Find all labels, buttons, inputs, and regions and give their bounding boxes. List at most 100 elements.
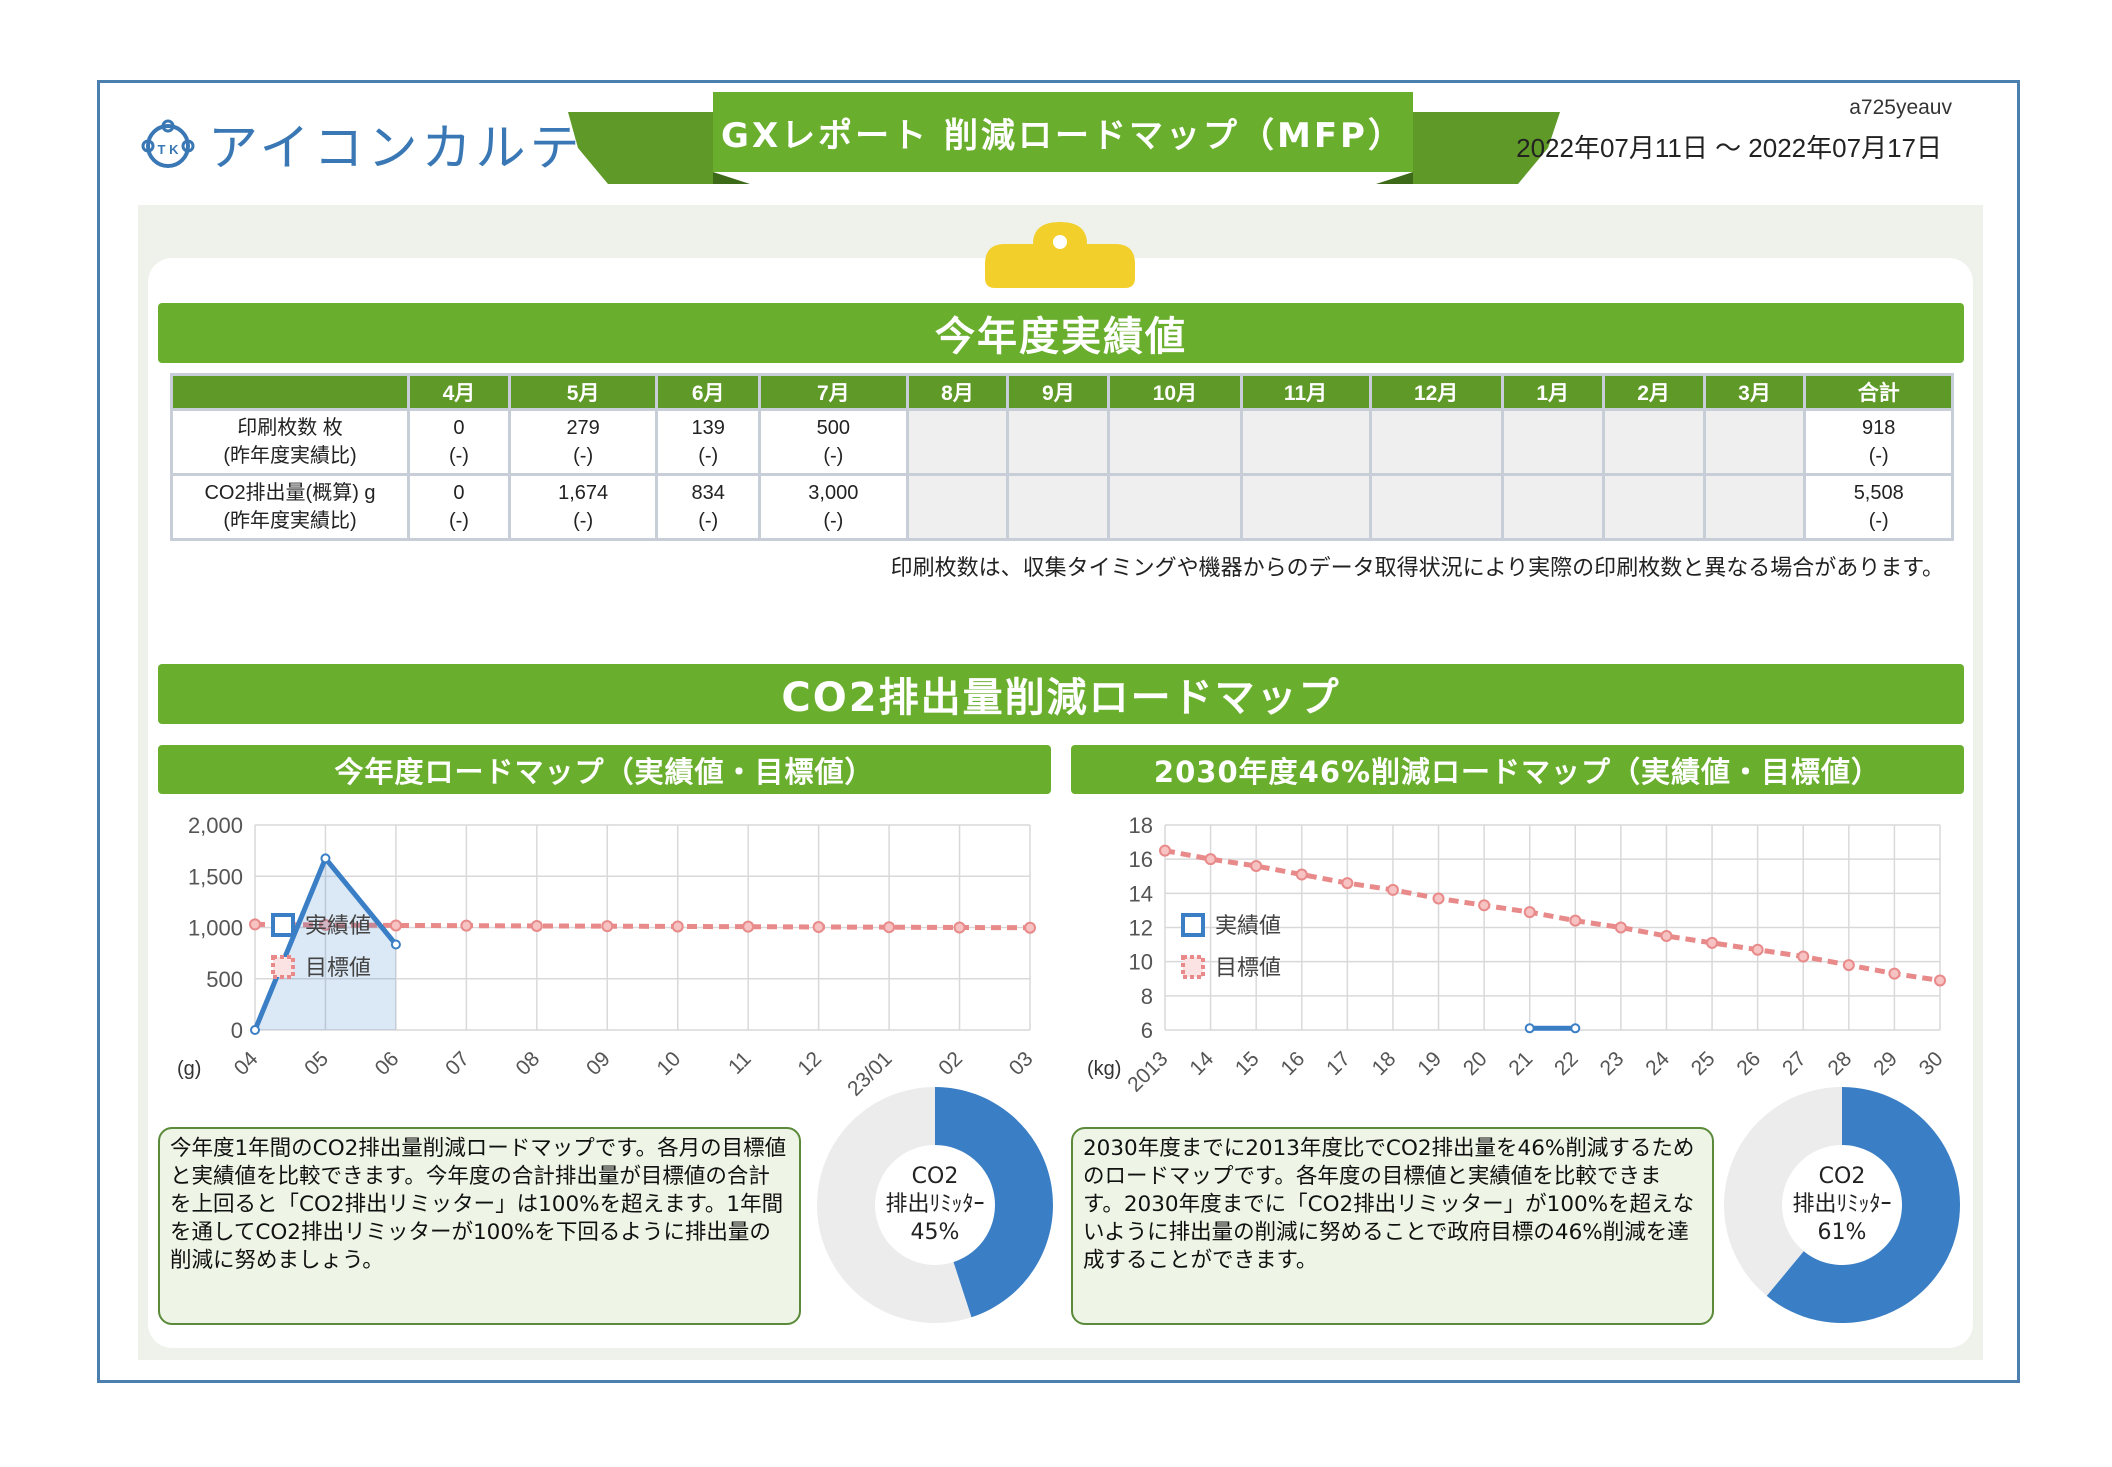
cell-value: 0 <box>453 417 465 439</box>
total-header: 合計 <box>1803 373 1954 411</box>
month-header: 2月 <box>1601 373 1706 411</box>
table-cell <box>1006 473 1111 541</box>
table-cell: 834 (-) <box>655 473 762 541</box>
x-tick-label: 18 <box>1368 1047 1401 1080</box>
cell-ratio: (-) <box>698 510 719 532</box>
row-label-main: 印刷枚数 枚 <box>237 417 343 439</box>
x-tick-label: 17 <box>1322 1047 1355 1080</box>
x-tick-label: 09 <box>582 1047 615 1080</box>
cell-ratio: (-) <box>448 510 469 532</box>
y-unit-label: (kg) <box>1087 1058 1121 1080</box>
y-tick-label: 2,000 <box>188 813 243 838</box>
target-point <box>883 921 896 934</box>
roadmap-heading: CO2排出量削減ロードマップ <box>158 664 1964 724</box>
table-cell <box>1601 473 1706 541</box>
right-donut-value: 61% <box>1817 1220 1867 1245</box>
target-point <box>1295 868 1308 881</box>
cell-ratio: (-) <box>573 510 594 532</box>
right-donut-line2: 排出ﾘﾐｯﾀｰ <box>1792 1192 1892 1217</box>
x-tick-label: 2013 <box>1123 1047 1172 1096</box>
table-cell <box>1239 473 1372 541</box>
month-header: 9月 <box>1006 373 1111 411</box>
logo-mark: T K <box>158 142 180 157</box>
target-point <box>671 920 684 933</box>
table-cell: 3,000 (-) <box>758 473 909 541</box>
y-tick-label: 12 <box>1129 916 1153 941</box>
actual-point <box>250 1025 260 1035</box>
table-cell <box>905 473 1010 541</box>
legend-target-swatch <box>1181 955 1205 979</box>
right-description: 2030年度までに2013年度比でCO2排出量を46%削減するためのロードマップ… <box>1071 1127 1714 1325</box>
y-tick-label: 18 <box>1129 813 1153 838</box>
left-donut-value: 45% <box>910 1220 960 1245</box>
table-cell: 279 (-) <box>507 408 659 476</box>
month-header: 3月 <box>1702 373 1807 411</box>
table-cell <box>1006 408 1111 476</box>
table-cell <box>1107 473 1243 541</box>
cell-value: 1,674 <box>558 482 609 504</box>
chart-grid <box>1164 824 1941 1031</box>
target-point <box>1569 914 1582 927</box>
y-tick-label: 6 <box>1141 1018 1153 1043</box>
left-chart-heading: 今年度ロードマップ（実績値・目標値） <box>158 745 1051 794</box>
x-tick-label: 28 <box>1824 1047 1857 1080</box>
row-label-sub: (昨年度実績比) <box>223 445 357 467</box>
x-tick-label: 05 <box>300 1047 333 1080</box>
target-point <box>389 919 402 932</box>
clip-icon <box>985 222 1135 288</box>
y-tick-label: 8 <box>1141 984 1153 1009</box>
performance-heading: 今年度実績値 <box>158 303 1964 363</box>
cell-value: 0 <box>453 482 465 504</box>
title-ribbon: GXレポート 削減ロードマップ（MFP） <box>568 92 1560 192</box>
x-tick-label: 21 <box>1504 1047 1537 1080</box>
x-tick-label: 11 <box>724 1047 756 1079</box>
actual-point <box>390 939 401 950</box>
left-limiter-donut <box>817 1087 1053 1323</box>
x-tick-label: 12 <box>793 1047 826 1080</box>
legend-actual-label: 実績値 <box>1215 913 1281 938</box>
left-description: 今年度1年間のCO2排出量削減ロードマップです。各月の目標値と実績値を比較できま… <box>158 1127 801 1325</box>
table-cell <box>1702 473 1807 541</box>
x-tick-label: 15 <box>1231 1047 1264 1080</box>
target-point <box>1159 844 1171 857</box>
month-header: 11月 <box>1239 373 1372 411</box>
right-donut-label: CO2 排出ﾘﾐｯﾀｰ 61% <box>1772 1163 1912 1247</box>
left-donut-label: CO2 排出ﾘﾐｯﾀｰ 45% <box>865 1163 1005 1247</box>
left-donut-line1: CO2 <box>911 1164 959 1189</box>
x-tick-label: 22 <box>1550 1047 1583 1080</box>
actual-series-area <box>255 858 396 1030</box>
target-point <box>1614 921 1627 934</box>
table-header-row: 4月 5月 6月 7月 8月 9月 10月 11月 12月 1月 2月 3月 合… <box>170 373 1954 411</box>
table-cell <box>1500 473 1605 541</box>
y-tick-label: 10 <box>1129 950 1153 975</box>
target-point <box>1024 921 1036 934</box>
x-tick-label: 06 <box>371 1047 404 1080</box>
cell-value: 500 <box>816 417 850 439</box>
target-point <box>1706 936 1719 949</box>
target-point <box>1386 883 1399 896</box>
table-cell: 0 (-) <box>407 408 511 476</box>
table-row: CO2排出量(概算) g (昨年度実績比) 0 (-) 1,674 (-) 834 (-) 3,… <box>170 473 1954 541</box>
x-tick-label: 26 <box>1732 1047 1765 1080</box>
target-point <box>1751 943 1764 956</box>
y-tick-label: 1,000 <box>188 916 243 941</box>
row-label-sub: (昨年度実績比) <box>223 510 357 532</box>
cell-value: 5,508 <box>1853 482 1904 504</box>
target-point <box>1432 892 1445 905</box>
monthly-roadmap-chart: 0 500 1,000 1,500 2,000 (g) 04 05 06 07 08 09 10 11 12… <box>177 813 1038 1101</box>
month-header: 6月 <box>655 373 762 411</box>
x-tick-label: 29 <box>1869 1047 1902 1080</box>
right-chart-heading: 2030年度46%削減ロードマップ（実績値・目標値） <box>1071 745 1964 794</box>
header-corner <box>170 373 410 411</box>
x-tick-label: 23 <box>1596 1047 1629 1080</box>
cell-value: 834 <box>691 482 725 504</box>
target-point <box>1478 899 1491 912</box>
x-tick-label: 08 <box>512 1047 545 1080</box>
table-cell <box>1368 408 1504 476</box>
target-point <box>1660 930 1673 943</box>
legend-target-label: 目標値 <box>305 955 371 980</box>
table-cell: 1,674 (-) <box>507 473 659 541</box>
x-tick-label: 03 <box>1005 1047 1038 1080</box>
month-header: 1月 <box>1500 373 1605 411</box>
table-cell <box>905 408 1010 476</box>
